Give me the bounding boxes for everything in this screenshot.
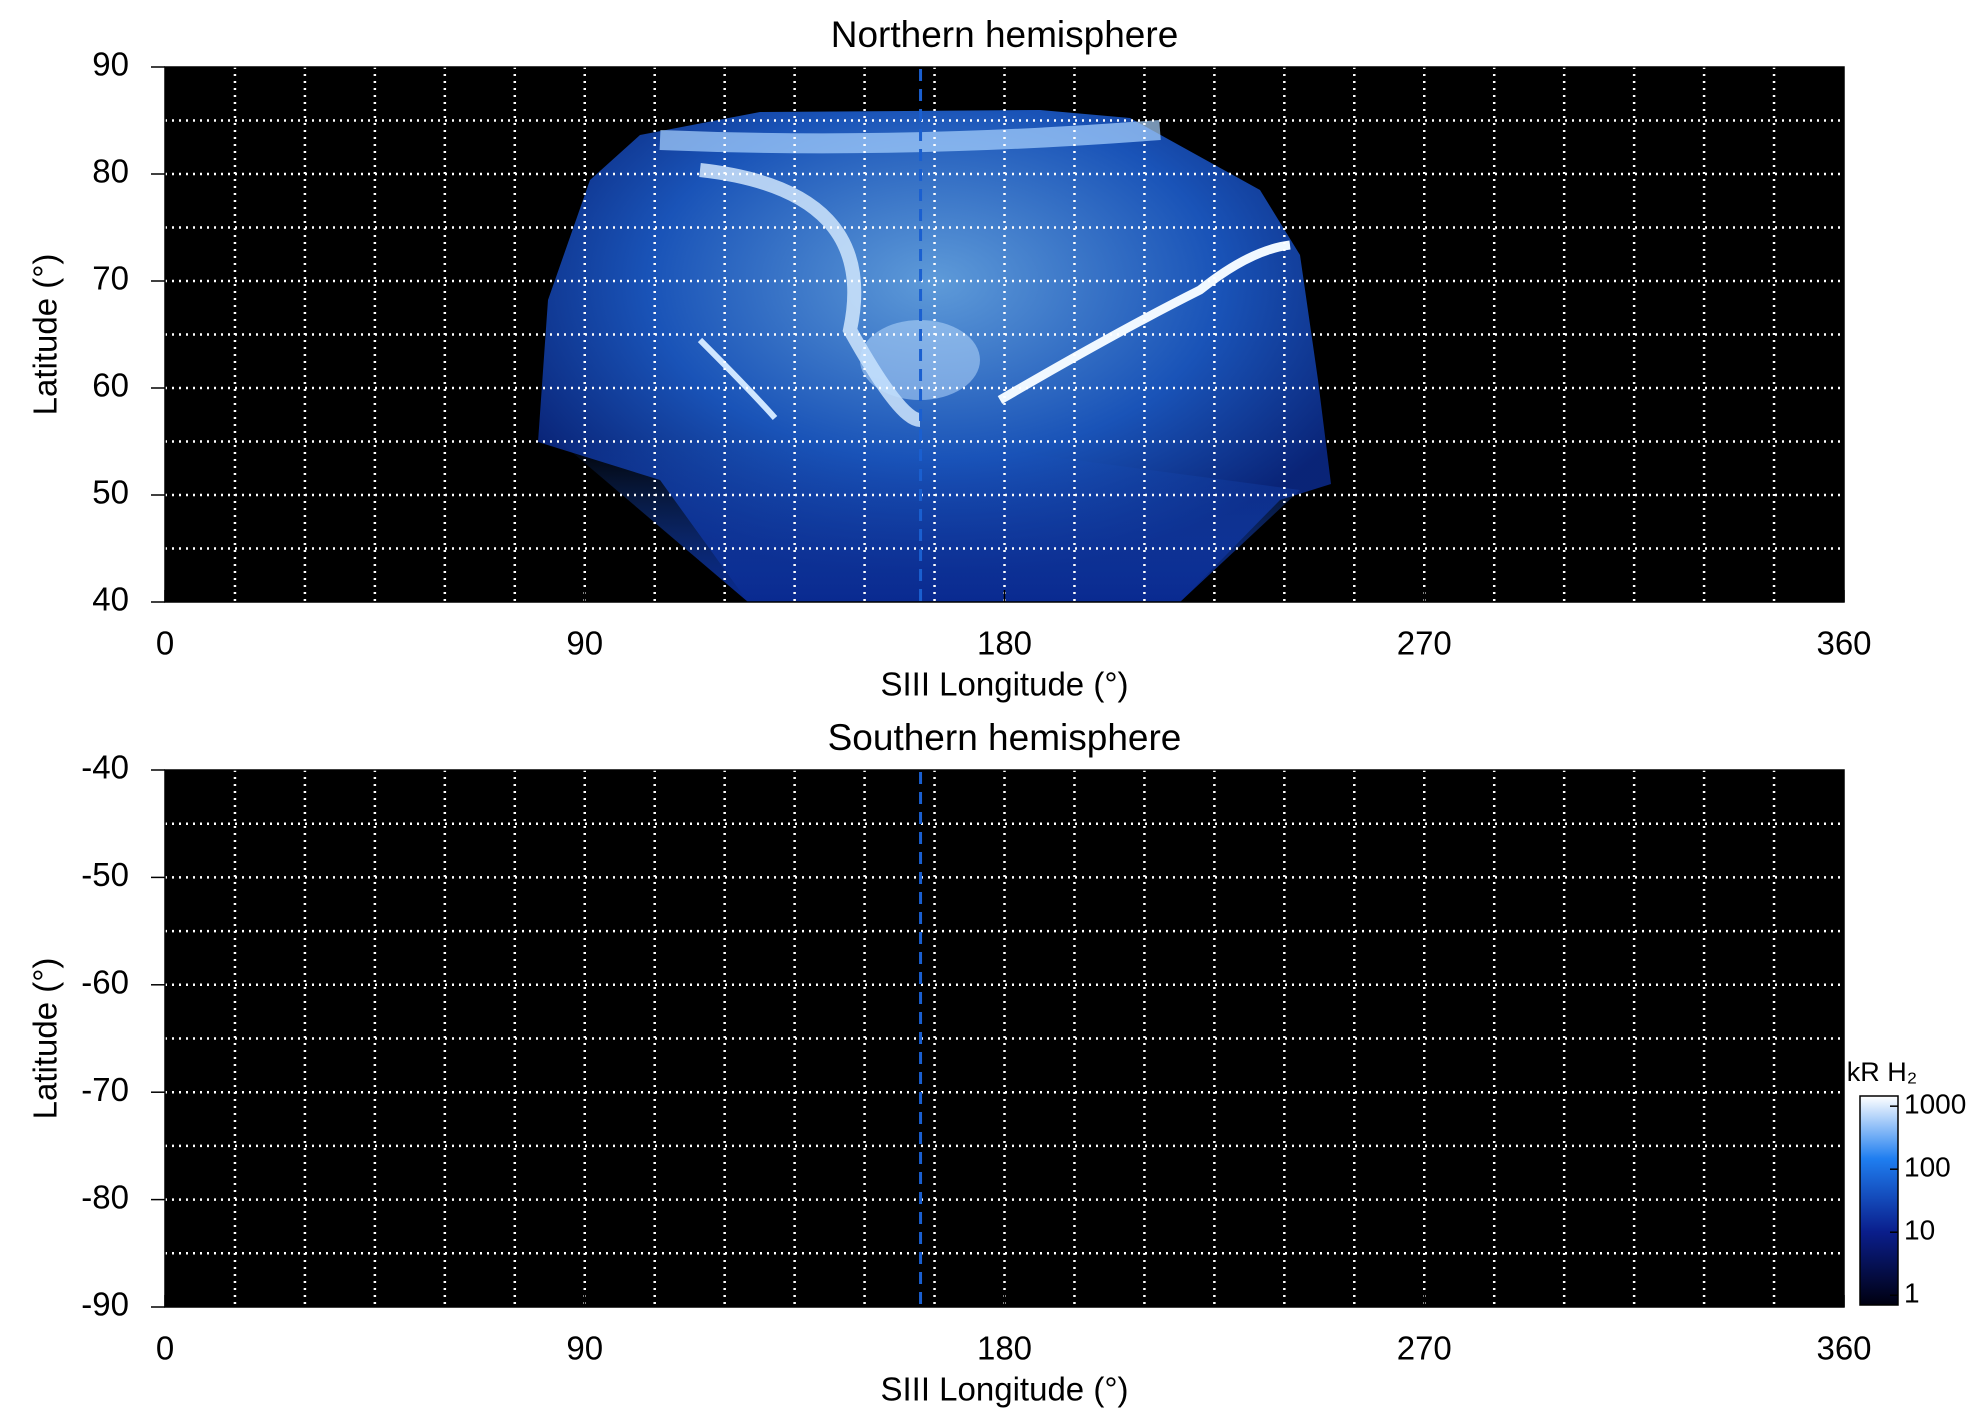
x-tick-label: 270 (1397, 1330, 1452, 1367)
y-axis-label: Latitude (°) (27, 254, 64, 416)
colorbar-tick-label: 1 (1904, 1278, 1920, 1309)
x-axis-label: SIII Longitude (°) (881, 666, 1129, 703)
x-tick-label: 180 (977, 1330, 1032, 1367)
x-tick-label: 0 (156, 625, 174, 662)
x-tick-label: 360 (1816, 625, 1871, 662)
colorbar-tick-label: 100 (1904, 1152, 1951, 1183)
colorbar-tick-label: 1000 (1904, 1089, 1966, 1120)
x-tick-label: 90 (566, 1330, 603, 1367)
colorbar (1859, 1095, 1899, 1306)
y-tick-label: -40 (81, 749, 129, 786)
y-tick-label: -80 (81, 1178, 129, 1215)
plot-area (165, 770, 1844, 1307)
y-tick-label: -60 (81, 964, 129, 1001)
y-tick-label: 70 (92, 260, 129, 297)
y-axis-label: Latitude (°) (27, 958, 64, 1120)
colorbar-tick-label: 10 (1904, 1215, 1935, 1246)
x-tick-label: 0 (156, 1330, 174, 1367)
x-tick-label: 360 (1816, 1330, 1871, 1367)
x-axis-label: SIII Longitude (°) (881, 1371, 1129, 1408)
y-tick-label: 50 (92, 474, 129, 511)
x-tick-label: 270 (1397, 625, 1452, 662)
y-tick-label: 90 (92, 46, 129, 83)
y-tick-label: -70 (81, 1071, 129, 1108)
y-tick-label: -50 (81, 856, 129, 893)
chart-title: Northern hemisphere (831, 14, 1179, 55)
x-tick-label: 90 (566, 625, 603, 662)
y-tick-label: 60 (92, 367, 129, 404)
y-tick-label: 80 (92, 153, 129, 190)
colorbar-label: kR H₂ (1847, 1057, 1917, 1087)
y-tick-label: -90 (81, 1286, 129, 1323)
x-tick-label: 180 (977, 625, 1032, 662)
y-tick-label: 40 (92, 581, 129, 618)
chart-title: Southern hemisphere (828, 717, 1182, 758)
